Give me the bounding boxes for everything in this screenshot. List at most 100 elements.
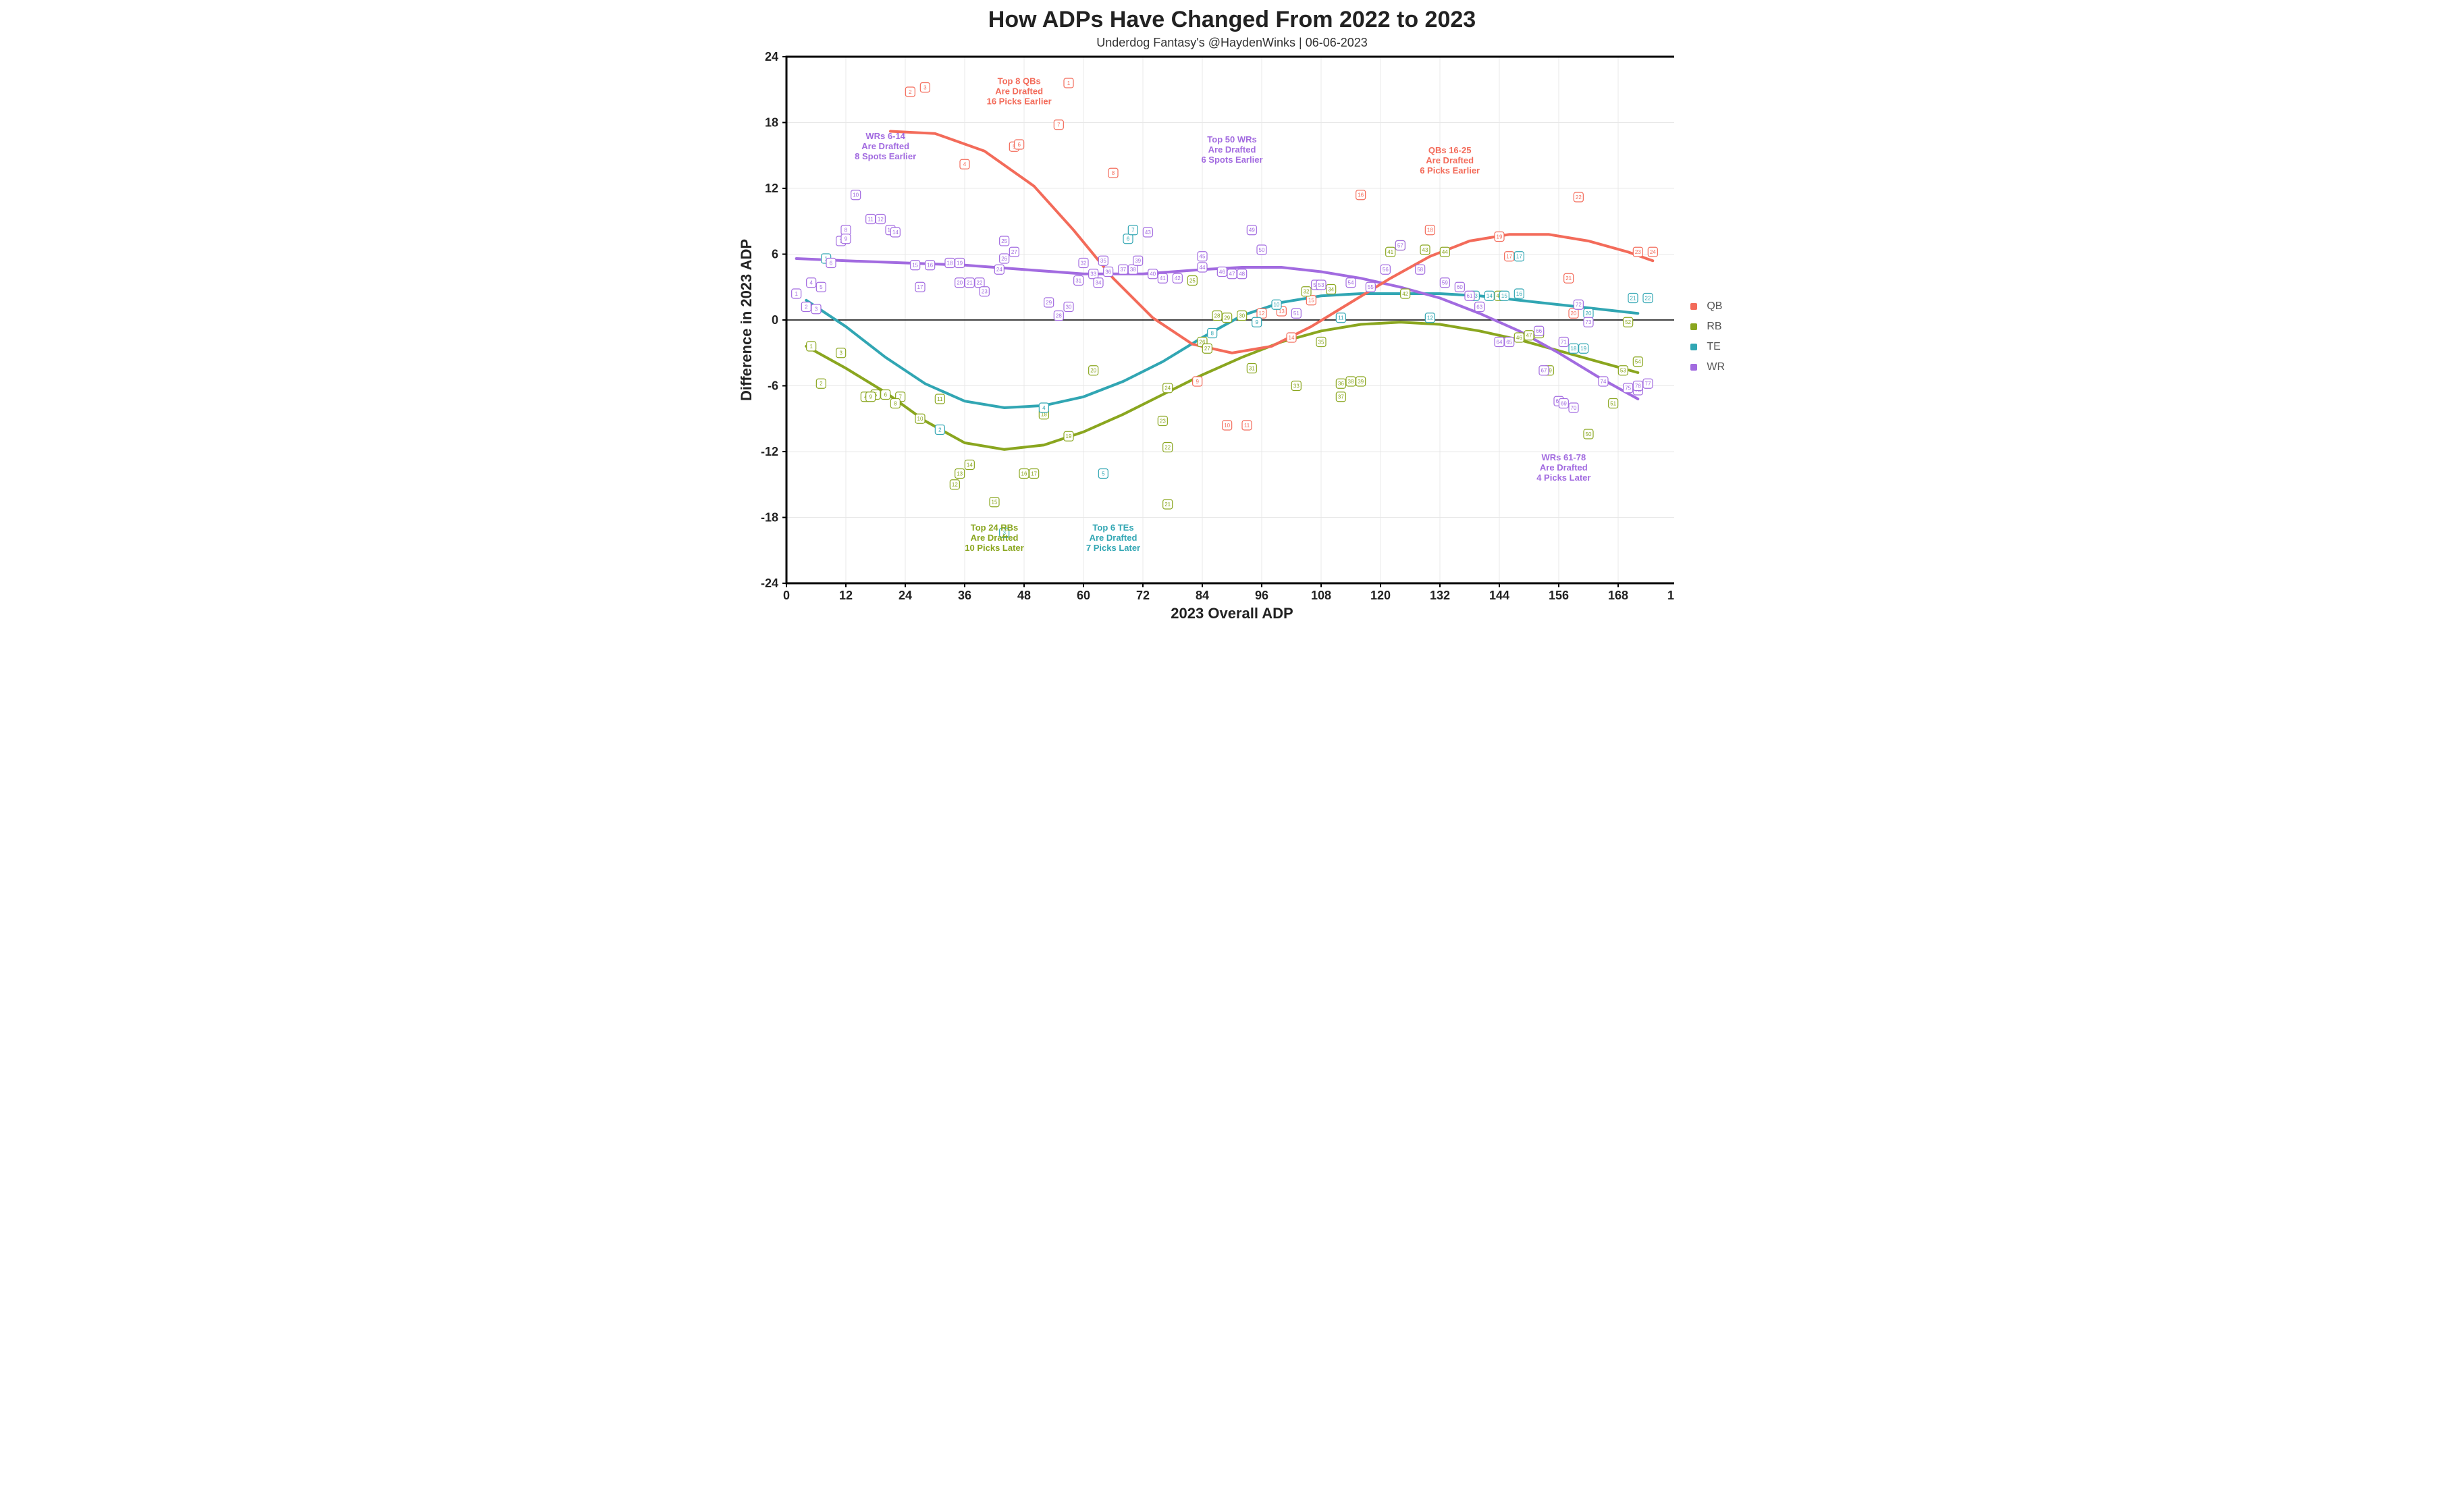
x-tick-label: 0 [783, 589, 790, 602]
svg-text:22: 22 [1164, 444, 1171, 450]
svg-text:5: 5 [1102, 471, 1105, 477]
marker-qb: 15 [1306, 296, 1316, 305]
svg-text:16: 16 [1358, 192, 1364, 198]
svg-text:31: 31 [1249, 365, 1255, 371]
y-tick-label: 18 [765, 116, 778, 130]
marker-wr: 31 [1074, 276, 1083, 286]
svg-text:8: 8 [1210, 330, 1214, 336]
svg-text:38: 38 [1130, 267, 1136, 273]
marker-wr: 78 [1633, 381, 1642, 391]
svg-text:21: 21 [1630, 295, 1636, 301]
marker-wr: 5 [816, 282, 826, 292]
svg-text:1: 1 [1067, 80, 1071, 86]
marker-wr: 57 [1395, 241, 1405, 250]
svg-text:8: 8 [894, 400, 897, 406]
marker-wr: 61 [1465, 291, 1474, 300]
svg-text:32: 32 [1304, 289, 1310, 295]
marker-wr: 70 [1569, 403, 1578, 412]
svg-text:44: 44 [1200, 265, 1206, 271]
legend-item-rb: RB [1690, 321, 1725, 333]
marker-te: 19 [1579, 344, 1588, 353]
marker-wr: 36 [1104, 267, 1113, 277]
marker-te: 6 [1123, 234, 1133, 244]
marker-wr: 25 [1000, 236, 1009, 246]
marker-te: 7 [1128, 225, 1137, 235]
marker-wr: 47 [1227, 269, 1237, 279]
svg-text:60: 60 [1457, 284, 1463, 290]
marker-wr: 41 [1158, 273, 1167, 283]
svg-text:31: 31 [1075, 277, 1081, 284]
x-axis-label: 2023 Overall ADP [1171, 605, 1293, 622]
svg-text:58: 58 [1417, 267, 1423, 273]
marker-te: 15 [1499, 291, 1509, 300]
marker-te: 20 [1584, 309, 1593, 318]
svg-text:30: 30 [1239, 313, 1245, 319]
svg-text:20: 20 [1571, 311, 1577, 317]
marker-wr: 42 [1173, 273, 1182, 283]
marker-qb: 8 [1108, 168, 1118, 178]
marker-wr: 40 [1148, 269, 1158, 279]
svg-text:9: 9 [1255, 319, 1258, 325]
svg-text:18: 18 [1427, 227, 1433, 234]
svg-text:18: 18 [947, 260, 953, 266]
x-tick-label: 96 [1255, 589, 1268, 602]
svg-text:55: 55 [1368, 284, 1374, 290]
marker-rb: 28 [1212, 311, 1222, 321]
marker-rb: 1 [807, 342, 816, 351]
x-tick-label: 24 [899, 589, 912, 602]
svg-text:37: 37 [1338, 394, 1344, 400]
marker-qb: 16 [1356, 190, 1366, 200]
marker-wr: 23 [980, 287, 989, 296]
svg-text:47: 47 [1229, 271, 1235, 277]
marker-wr: 11 [866, 215, 876, 224]
svg-text:22: 22 [1576, 194, 1582, 200]
marker-rb: 21 [1163, 500, 1173, 509]
svg-text:4: 4 [809, 280, 813, 286]
marker-wr: 17 [915, 282, 925, 292]
svg-text:50: 50 [1586, 431, 1592, 437]
svg-text:51: 51 [1293, 311, 1300, 317]
svg-text:19: 19 [1580, 346, 1586, 352]
marker-rb: 53 [1618, 366, 1628, 375]
svg-text:24: 24 [1650, 249, 1656, 255]
marker-wr: 72 [1574, 300, 1583, 309]
marker-rb: 23 [1158, 417, 1167, 426]
svg-text:70: 70 [1571, 405, 1577, 411]
svg-text:11: 11 [1244, 423, 1250, 429]
marker-wr: 16 [926, 261, 935, 270]
marker-rb: 6 [881, 390, 890, 400]
svg-text:3: 3 [839, 350, 842, 356]
svg-text:4: 4 [963, 161, 967, 167]
marker-rb: 36 [1336, 379, 1345, 388]
marker-te: 12 [1425, 313, 1435, 323]
svg-text:44: 44 [1442, 249, 1448, 255]
svg-text:17: 17 [1506, 254, 1512, 260]
marker-rb: 8 [890, 399, 900, 408]
marker-wr: 74 [1599, 377, 1608, 386]
svg-text:78: 78 [1635, 383, 1641, 389]
legend-swatch [1690, 303, 1697, 310]
svg-text:54: 54 [1348, 280, 1354, 286]
marker-wr: 56 [1381, 265, 1390, 274]
marker-wr: 44 [1198, 263, 1207, 272]
marker-rb: 19 [1064, 431, 1073, 441]
legend-item-te: TE [1690, 341, 1725, 353]
marker-wr: 20 [955, 278, 965, 288]
svg-text:38: 38 [1348, 379, 1354, 385]
marker-rb: 14 [965, 460, 974, 470]
marker-rb: 25 [1187, 276, 1197, 286]
marker-rb: 29 [1223, 313, 1232, 323]
svg-text:6: 6 [1017, 142, 1021, 148]
svg-text:3: 3 [815, 306, 818, 313]
marker-te: 5 [1098, 469, 1108, 479]
svg-text:23: 23 [982, 289, 988, 295]
annotation: Top 6 TEsAre Drafted7 Picks Later [1086, 522, 1140, 553]
marker-wr: 28 [1054, 311, 1063, 321]
svg-text:9: 9 [869, 394, 872, 400]
marker-qb: 12 [1257, 309, 1266, 318]
svg-text:75: 75 [1625, 385, 1631, 392]
svg-text:21: 21 [967, 280, 973, 286]
marker-rb: 2 [816, 379, 826, 388]
svg-text:64: 64 [1497, 339, 1503, 345]
marker-te: 4 [1039, 403, 1048, 412]
